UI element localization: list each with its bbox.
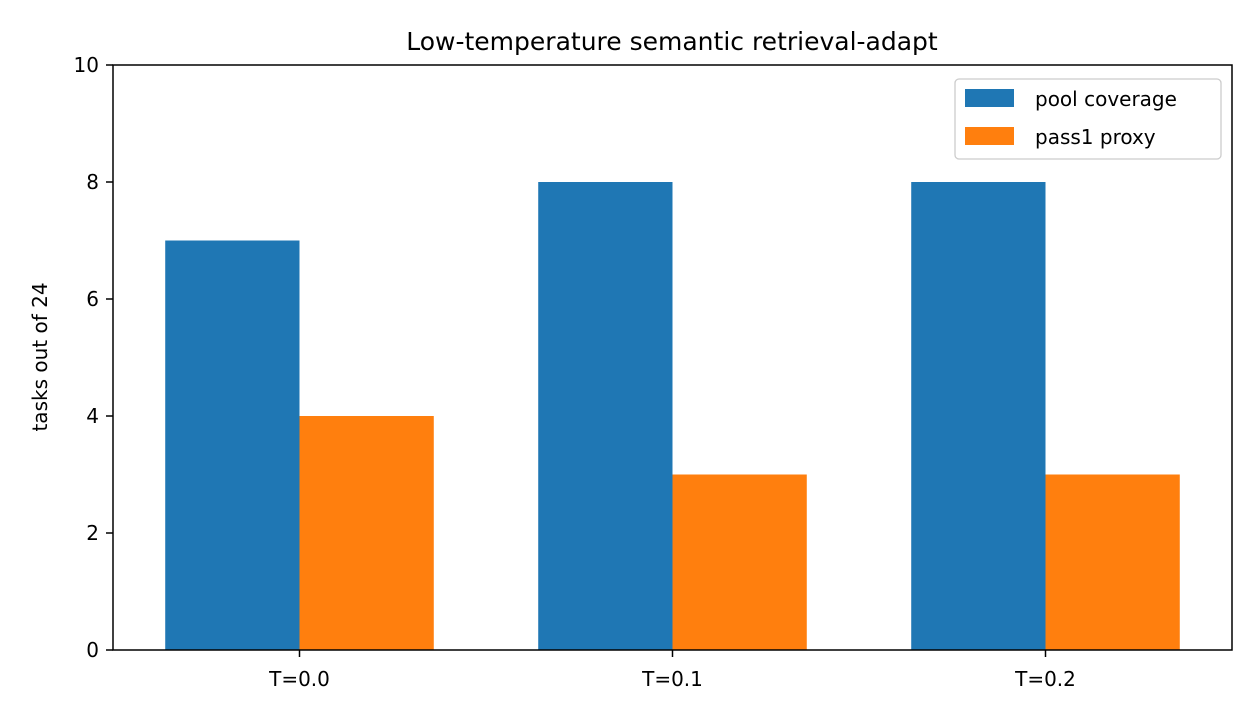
x-tick-label-t-0-2: T=0.2 (1014, 667, 1076, 691)
x-tick-label-t-0-0: T=0.0 (268, 667, 330, 691)
legend: pool coverage pass1 proxy (954, 78, 1222, 160)
x-axis-ticks: T=0.0 T=0.1 T=0.2 (268, 650, 1076, 691)
bar-pool-coverage-t-0-2 (911, 182, 1046, 650)
bar-pool-coverage-t-0-0 (165, 240, 300, 650)
y-axis-ticks: 0 2 4 6 8 10 (74, 53, 113, 662)
y-axis-label: tasks out of 24 (28, 282, 52, 431)
legend-swatch-pass1-proxy (965, 127, 1014, 145)
y-tick-label: 10 (74, 53, 99, 77)
x-tick-label-t-0-1: T=0.1 (641, 667, 703, 691)
legend-label-pass1-proxy: pass1 proxy (1035, 125, 1156, 149)
bar-pool-coverage-t-0-1 (538, 182, 673, 650)
legend-swatch-pool-coverage (965, 89, 1014, 107)
bar-pass1-proxy-t-0-2 (1045, 474, 1180, 650)
legend-frame (954, 78, 1222, 160)
bar-pass1-proxy-t-0-1 (672, 474, 807, 650)
chart-title: Low-temperature semantic retrieval-adapt (406, 27, 938, 56)
legend-label-pool-coverage: pool coverage (1035, 87, 1177, 111)
y-tick-label: 8 (86, 170, 99, 194)
y-tick-label: 4 (86, 404, 99, 428)
y-tick-label: 6 (86, 287, 99, 311)
y-tick-label: 0 (86, 638, 99, 662)
y-tick-label: 2 (86, 521, 99, 545)
bar-pass1-proxy-t-0-0 (299, 416, 434, 650)
bars-layer (165, 182, 1180, 650)
